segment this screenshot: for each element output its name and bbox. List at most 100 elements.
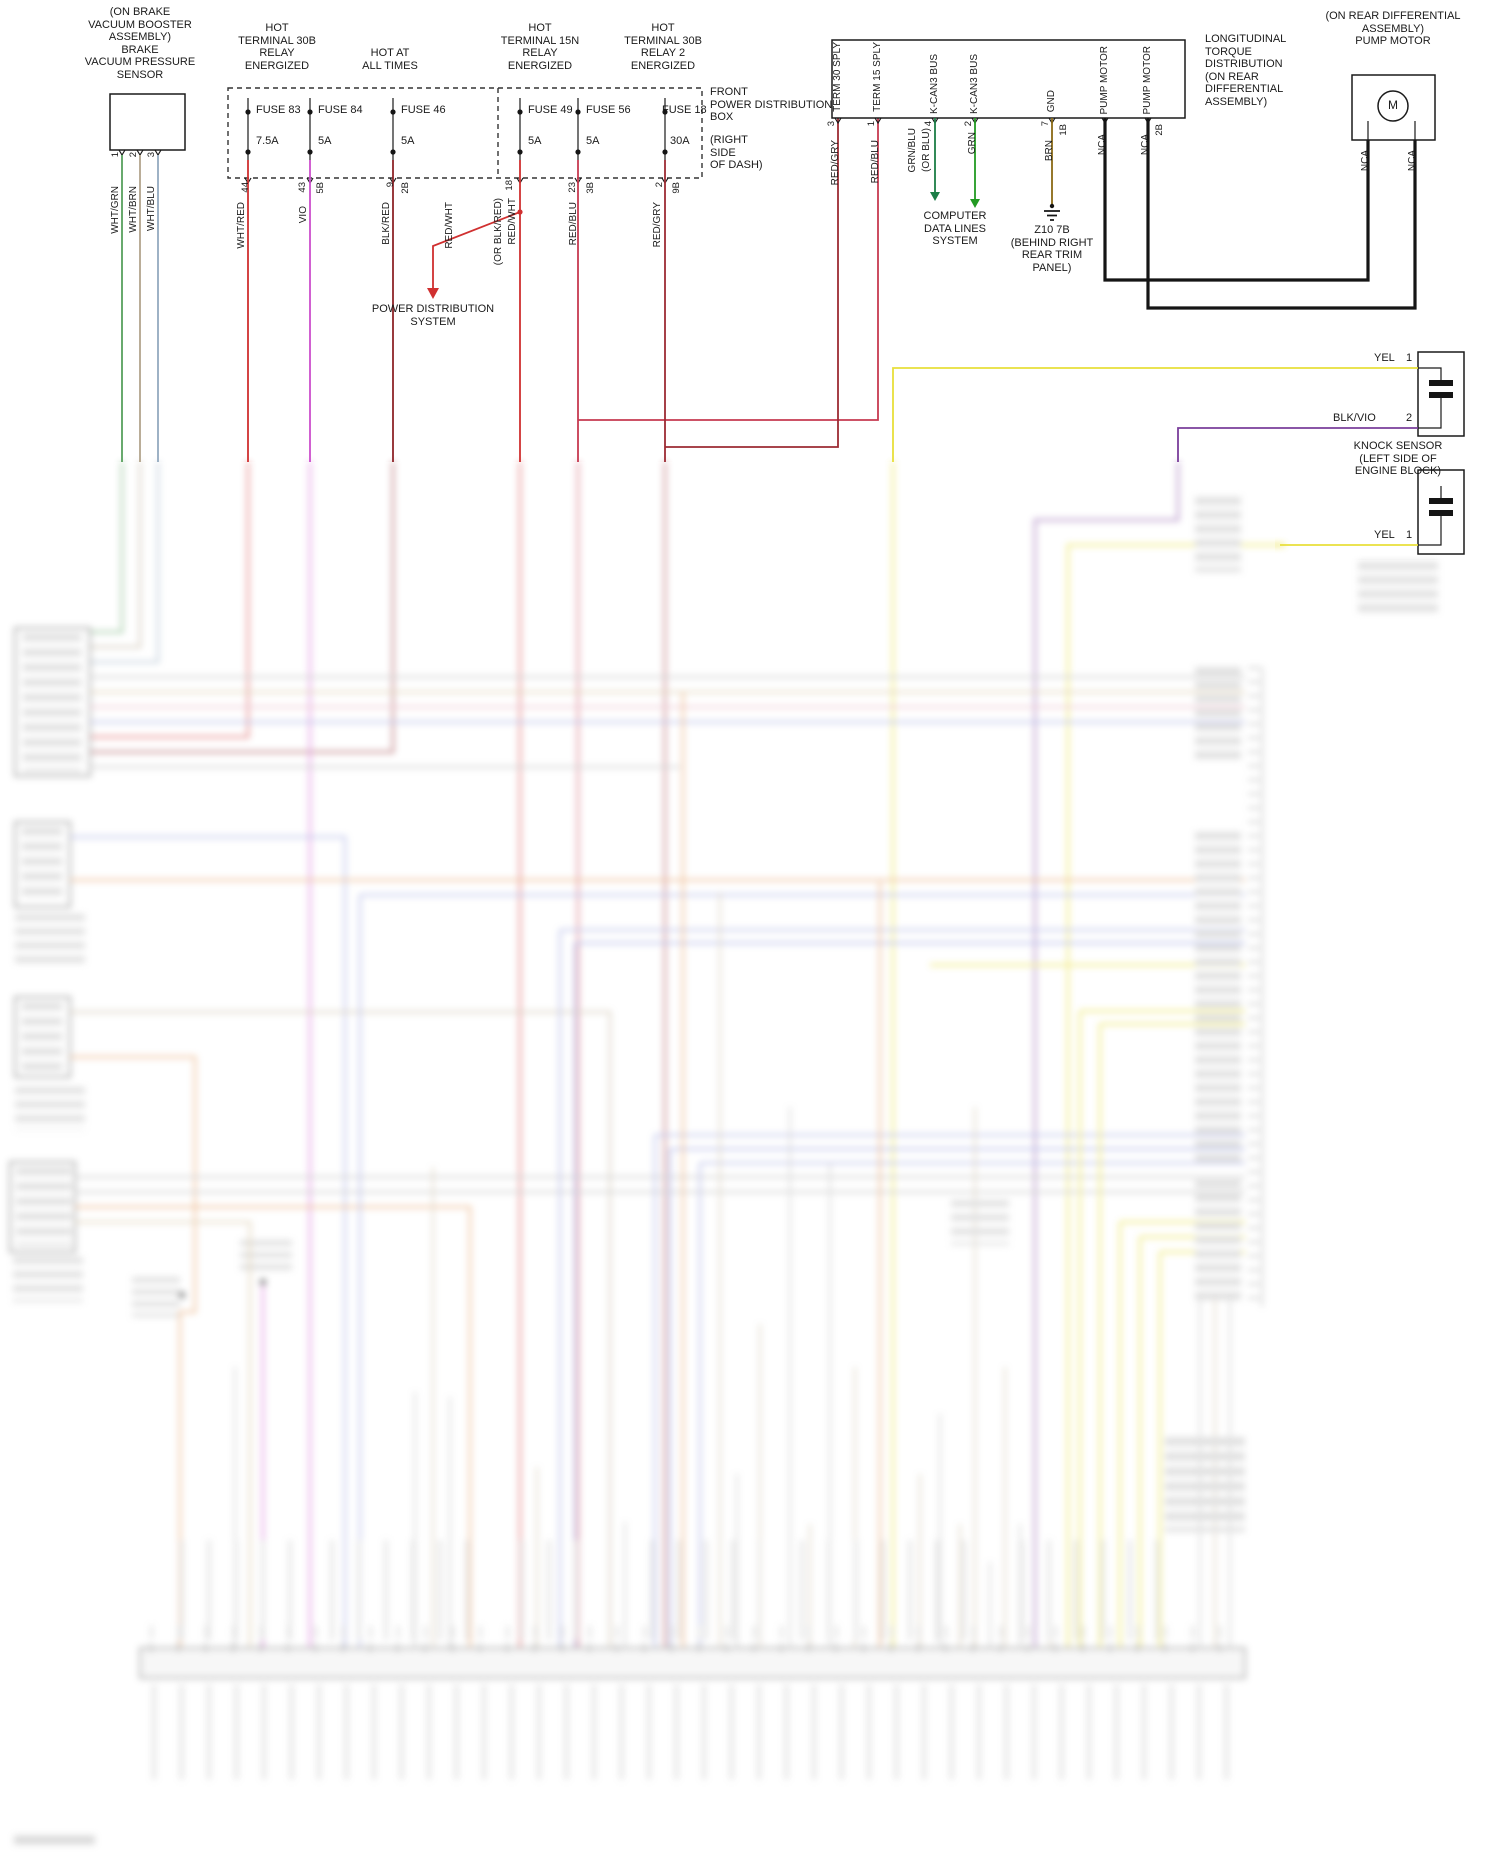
module-pin-1: 1 <box>866 121 877 127</box>
fuse-84-label: FUSE 84 <box>318 104 363 116</box>
wire-label-blk-red: BLK/RED <box>381 202 392 245</box>
wire-label-brn: BRN <box>1044 140 1055 162</box>
wire-label-grn: GRN <box>967 132 978 155</box>
brake-vacuum-sensor-symbol <box>109 93 186 157</box>
fuse-49-amps: 5A <box>528 135 542 147</box>
fuse-83-amps: 7.5A <box>256 135 279 147</box>
hot-label-2: HOT AT ALL TIMES <box>362 47 418 72</box>
blurred-bottom-connector <box>139 1540 1246 1780</box>
wire-label-or-blu: (OR BLU) <box>921 128 932 172</box>
wire-blk-vio-knock1 <box>1177 427 1418 462</box>
fuse-pin-9: 9 <box>385 182 396 188</box>
module-pin-2b: 2B <box>1154 124 1165 136</box>
wire-label-red-gry: RED/GRY <box>652 202 663 248</box>
ground-z10-label: Z10 7B (BEHIND RIGHT REAR TRIM PANEL) <box>1010 224 1094 274</box>
fuse-56-label: FUSE 56 <box>586 104 631 116</box>
fuse-56-amps: 5A <box>586 135 600 147</box>
fuse-84-amps: 5A <box>318 135 332 147</box>
front-power-distribution-box <box>227 87 703 185</box>
sensor-pin-2: 2 <box>128 152 139 158</box>
wire-label-wht-blu: WHT/BLU <box>146 186 157 231</box>
sensor-pin-3: 3 <box>146 152 157 158</box>
hot-label-4: HOT TERMINAL 30B RELAY 2 ENERGIZED <box>624 22 702 72</box>
knock-sensor-2-symbol <box>1417 469 1465 555</box>
fuse-18-label: FUSE 18 <box>662 104 707 116</box>
wire-label-red-wht-2: RED/WHT <box>507 198 518 245</box>
module-gnd-label: GND <box>1046 90 1057 113</box>
wire-label-red-wht: RED/WHT <box>444 202 455 249</box>
computer-data-lines-label: COMPUTER DATA LINES SYSTEM <box>923 210 987 247</box>
module-pump-motor-label-2: PUMP MOTOR <box>1142 46 1153 115</box>
fpdb-location: (RIGHT SIDE OF DASH) <box>710 134 763 171</box>
wire-label-red-blu-2: RED/BLU <box>870 140 881 184</box>
wire-label-wht-red: WHT/RED <box>236 202 247 249</box>
pump-motor-symbol <box>1351 74 1436 141</box>
brake-sensor-title: (ON BRAKE VACUUM BOOSTER ASSEMBLY) BRAKE… <box>84 6 196 81</box>
wire-label-wht-brn: WHT/BRN <box>128 186 139 233</box>
fpdb-name: FRONT POWER DISTRIBUTION BOX <box>710 86 833 123</box>
wire-label-red-gry-2: RED/GRY <box>830 140 841 186</box>
wire-label-wht-grn: WHT/GRN <box>110 186 121 234</box>
wire-label-nca-3: NCA <box>1360 150 1371 172</box>
kcan-arrow-2 <box>970 199 980 208</box>
fuse-pin-5b: 5B <box>315 182 326 194</box>
kcan-arrow-1 <box>930 192 940 201</box>
wire-red-wht-branch <box>432 211 521 288</box>
blurred-diagram-section <box>0 462 1500 1861</box>
fuse-46-amps: 5A <box>401 135 415 147</box>
wire-label-nca-2: NCA <box>1140 134 1151 156</box>
wire-label-grn-blu: GRN/BLU <box>907 128 918 173</box>
wire-red-gry-link <box>665 118 839 448</box>
blurred-left-connectors <box>9 627 292 1317</box>
knock1-pin-2: 2 <box>1406 412 1413 424</box>
fuse-49-label: FUSE 49 <box>528 104 573 116</box>
power-dist-arrow <box>427 288 439 299</box>
wire-yel-knock1 <box>892 367 1418 462</box>
fuse-46-label: FUSE 46 <box>401 104 446 116</box>
wire-label-nca-1: NCA <box>1097 134 1108 156</box>
module-pin-3: 3 <box>826 121 837 127</box>
ground-symbol <box>1044 203 1060 221</box>
module-pin-1b: 1B <box>1058 124 1069 136</box>
wire-label-red-blu: RED/BLU <box>568 202 579 246</box>
knock2-yel-label: YEL <box>1374 529 1395 541</box>
wire-label-nca-4: NCA <box>1407 150 1418 172</box>
hot-label-3: HOT TERMINAL 15N RELAY ENERGIZED <box>500 22 580 72</box>
knock-sensor-1-symbol <box>1417 351 1465 437</box>
wire-pump-motor-1 <box>1103 118 1370 282</box>
fuse-pin-23: 23 <box>567 182 578 193</box>
fuse-pin-44: 44 <box>240 182 251 193</box>
fuse-83-label: FUSE 83 <box>256 104 301 116</box>
knock-sensor-title: KNOCK SENSOR (LEFT SIDE OF ENGINE BLOCK) <box>1353 440 1443 477</box>
wire-label-or-blk-red: (OR BLK/RED) <box>493 198 504 266</box>
knock1-blk-vio-label: BLK/VIO <box>1333 412 1376 424</box>
module-pump-motor-label-1: PUMP MOTOR <box>1099 46 1110 115</box>
power-distribution-system-label: POWER DISTRIBUTION SYSTEM <box>371 303 495 328</box>
module-term15-label: TERM 15 SPLY <box>872 42 883 112</box>
blurred-right-edge-labels <box>951 497 1438 1532</box>
blurred-wiring <box>9 462 1438 1845</box>
module-pin-4: 4 <box>923 121 934 127</box>
sensor-pin-1: 1 <box>110 152 121 158</box>
fuse-pin-43: 43 <box>297 182 308 193</box>
wire-junction-dot <box>517 209 523 215</box>
wire-red-blu-link <box>578 118 879 421</box>
fuse-terminals <box>245 109 668 155</box>
motor-m-label: M <box>1388 98 1398 112</box>
knock1-yel-label: YEL <box>1374 352 1395 364</box>
fuse-pin-2: 2 <box>654 182 665 188</box>
longitudinal-torque-label: LONGITUDINAL TORQUE DISTRIBUTION (ON REA… <box>1205 33 1287 108</box>
module-kcan3-label-1: K-CAN3 BUS <box>929 54 940 115</box>
fuse-pin-9b: 9B <box>671 182 682 194</box>
fuse-pin-18: 18 <box>504 180 515 191</box>
fuse-pin-3b: 3B <box>585 182 596 194</box>
pump-motor-title: (ON REAR DIFFERENTIAL ASSEMBLY) PUMP MOT… <box>1325 10 1461 47</box>
module-pin-2: 2 <box>963 121 974 127</box>
wire-label-vio: VIO <box>298 206 309 224</box>
fuse-pin-2b: 2B <box>400 182 411 194</box>
torque-distribution-module-box <box>831 39 1186 125</box>
knock2-pin-1: 1 <box>1406 529 1413 541</box>
knock1-pin-1: 1 <box>1406 352 1413 364</box>
